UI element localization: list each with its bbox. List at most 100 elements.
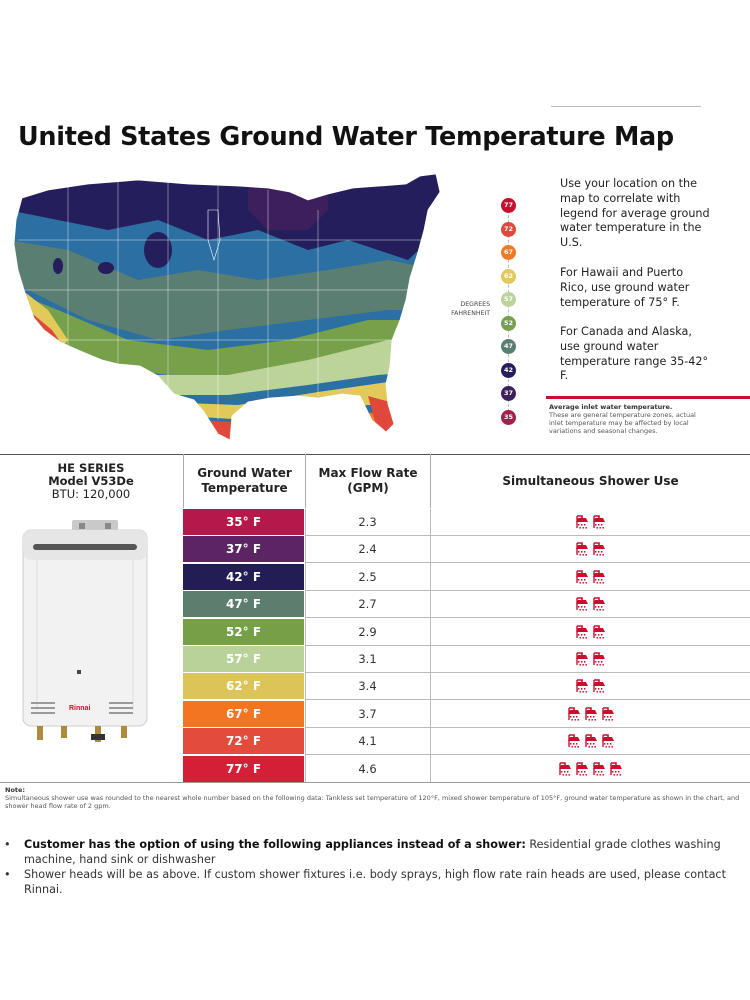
shower-count-cell — [431, 509, 750, 535]
flow-rate-cell: 4.6 — [358, 761, 377, 776]
row-divider — [305, 699, 750, 701]
table-row: 52° F 2.9 — [183, 618, 750, 646]
shower-icon — [593, 515, 605, 529]
model-name: Model V53De — [48, 474, 134, 488]
note-label: Note: — [5, 786, 26, 794]
table-row: 67° F 3.7 — [183, 700, 750, 728]
table-bottom-rule — [0, 782, 750, 783]
bullet-item: Customer has the option of using the fol… — [4, 838, 734, 867]
legend-dot-77: 77 — [501, 198, 516, 213]
table-row: 42° F 2.5 — [183, 563, 750, 591]
row-divider — [305, 644, 750, 646]
shower-icon — [601, 734, 614, 748]
column-divider — [305, 509, 306, 782]
shower-count-cell — [431, 756, 750, 782]
shower-icon — [593, 624, 605, 639]
shower-icon — [593, 652, 605, 666]
shower-icon — [584, 706, 597, 721]
header-flow-rate-label: Max Flow Rate (GPM) — [318, 466, 418, 495]
note-text: Simultaneous shower use was rounded to t… — [5, 794, 740, 810]
shower-icon — [576, 515, 588, 529]
legend-dot-62: 62 — [501, 268, 516, 284]
legend-dot-57: 57 — [501, 292, 516, 307]
header-ground-water-label: Ground Water Temperature — [197, 466, 292, 495]
row-divider — [305, 562, 750, 564]
shower-icon — [567, 734, 580, 748]
table-row: 47° F 2.7 — [183, 591, 750, 619]
us-ground-water-map — [13, 173, 440, 441]
header-shower-use-label: Simultaneous Shower Use — [502, 473, 679, 488]
map-instructions: Use your location on the map to correlat… — [560, 177, 710, 250]
shower-count-cell — [431, 646, 750, 672]
column-divider — [430, 509, 431, 782]
legend-dot-52: 52 — [501, 315, 516, 331]
shower-icon — [593, 761, 605, 776]
temperature-cell: 67° F — [183, 700, 304, 727]
bullet-list: Customer has the option of using the fol… — [4, 838, 734, 898]
bullet-text: Shower heads will be as above. If custom… — [24, 868, 726, 896]
legend-guide-line — [508, 205, 510, 417]
header-ground-water: Ground Water Temperature — [184, 454, 305, 508]
legend-axis-label-line1: DEGREES — [460, 301, 490, 308]
shower-icon — [593, 679, 605, 693]
row-divider — [305, 754, 750, 756]
hawaii-note: For Hawaii and Puerto Rico, use ground w… — [560, 266, 690, 309]
header-divider — [305, 454, 306, 508]
average-inlet-note: Average inlet water temperature. These a… — [549, 403, 709, 435]
average-inlet-text: These are general temperature zones, act… — [549, 411, 696, 435]
table-row: 72° F 4.1 — [183, 728, 750, 756]
temperature-cell: 57° F — [183, 646, 304, 672]
shower-count-cell — [431, 728, 750, 754]
shower-icon — [576, 652, 588, 666]
row-divider — [305, 726, 750, 728]
legend-dot-67: 67 — [501, 245, 516, 260]
header-flow-rate: Max Flow Rate (GPM) — [306, 454, 430, 508]
shower-icon — [576, 569, 588, 584]
shower-icon — [593, 569, 605, 584]
model-btu: BTU: 120,000 — [51, 487, 131, 501]
water-heater-image: Rinnai — [22, 520, 148, 742]
model-series: HE SERIES — [57, 461, 125, 475]
legend-dot-47: 47 — [501, 339, 516, 354]
temperature-cell: 37° F — [183, 536, 304, 563]
flow-rate-cell: 3.4 — [358, 679, 377, 694]
flow-rate-cell: 4.1 — [358, 734, 377, 749]
shower-icon — [576, 761, 588, 776]
temperature-cell: 72° F — [183, 728, 304, 755]
shower-icon — [610, 761, 622, 776]
bullet-item: Shower heads will be as above. If custom… — [4, 868, 734, 897]
shower-count-cell — [431, 701, 750, 727]
temperature-cell: 47° F — [183, 591, 304, 618]
legend-dot-42: 42 — [501, 362, 516, 378]
table-row: 77° F 4.6 — [183, 755, 750, 783]
row-divider — [305, 589, 750, 591]
flow-rate-cell: 2.3 — [358, 515, 377, 529]
temperature-cell: 62° F — [183, 673, 304, 700]
table-row: 62° F 3.4 — [183, 673, 750, 701]
temperature-cell: 77° F — [183, 755, 304, 782]
shower-icon — [576, 624, 588, 639]
shower-count-cell — [431, 619, 750, 645]
accent-bar — [546, 396, 750, 399]
table-top-rule — [0, 454, 750, 455]
table-row: 35° F 2.3 — [183, 509, 750, 536]
legend-axis-label: DEGREES FAHRENHEIT — [440, 300, 490, 318]
top-rule — [551, 106, 701, 107]
heater-brand-logo: Rinnai — [69, 705, 90, 712]
legend-dot-72: 72 — [501, 221, 516, 237]
bullet-text: Residential grade clothes washing machin… — [24, 838, 721, 866]
shower-count-cell — [431, 673, 750, 699]
row-divider — [305, 617, 750, 619]
flow-rate-cell: 2.4 — [358, 542, 377, 557]
flow-rate-cell: 2.7 — [358, 597, 377, 612]
header-divider — [183, 454, 184, 508]
shower-icon — [576, 679, 588, 693]
legend-dot-35: 35 — [501, 409, 516, 425]
table-row: 37° F 2.4 — [183, 536, 750, 564]
header-shower-use: Simultaneous Shower Use — [431, 454, 750, 508]
bullet-bold: Customer has the option of using the fol… — [24, 838, 526, 851]
shower-icon — [576, 542, 588, 556]
temperature-cell: 42° F — [183, 563, 304, 590]
shower-icon — [593, 542, 605, 556]
legend-dot-37: 37 — [501, 386, 516, 401]
